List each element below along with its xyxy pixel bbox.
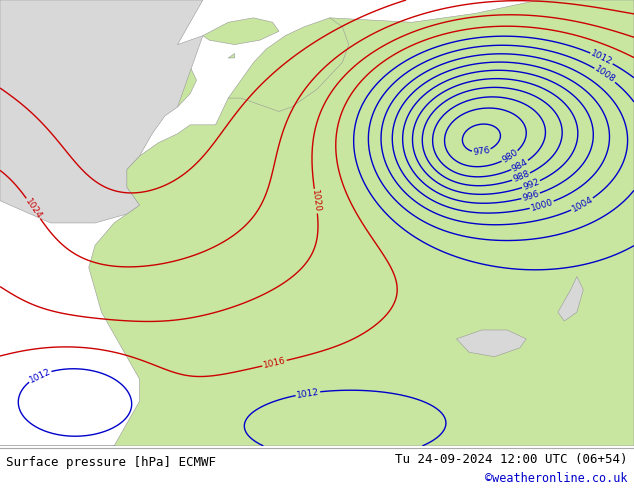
Text: 988: 988 [512, 170, 531, 184]
Text: 1004: 1004 [570, 195, 595, 214]
Text: 1012: 1012 [590, 49, 614, 67]
Text: 976: 976 [472, 146, 491, 157]
Text: 1012: 1012 [296, 387, 320, 399]
Text: Surface pressure [hPa] ECMWF: Surface pressure [hPa] ECMWF [6, 456, 216, 469]
Text: 1016: 1016 [262, 356, 287, 370]
Text: 1020: 1020 [310, 189, 322, 213]
Text: ©weatheronline.co.uk: ©weatheronline.co.uk [485, 472, 628, 486]
Text: 992: 992 [522, 177, 541, 192]
Text: 984: 984 [510, 157, 529, 173]
Text: Tu 24-09-2024 12:00 UTC (06+54): Tu 24-09-2024 12:00 UTC (06+54) [395, 453, 628, 466]
Text: 1024: 1024 [23, 196, 44, 220]
Text: 1012: 1012 [27, 367, 52, 385]
Text: 980: 980 [500, 148, 520, 165]
Text: 1008: 1008 [593, 65, 617, 85]
Text: 996: 996 [521, 189, 540, 203]
Text: 1000: 1000 [529, 197, 554, 213]
